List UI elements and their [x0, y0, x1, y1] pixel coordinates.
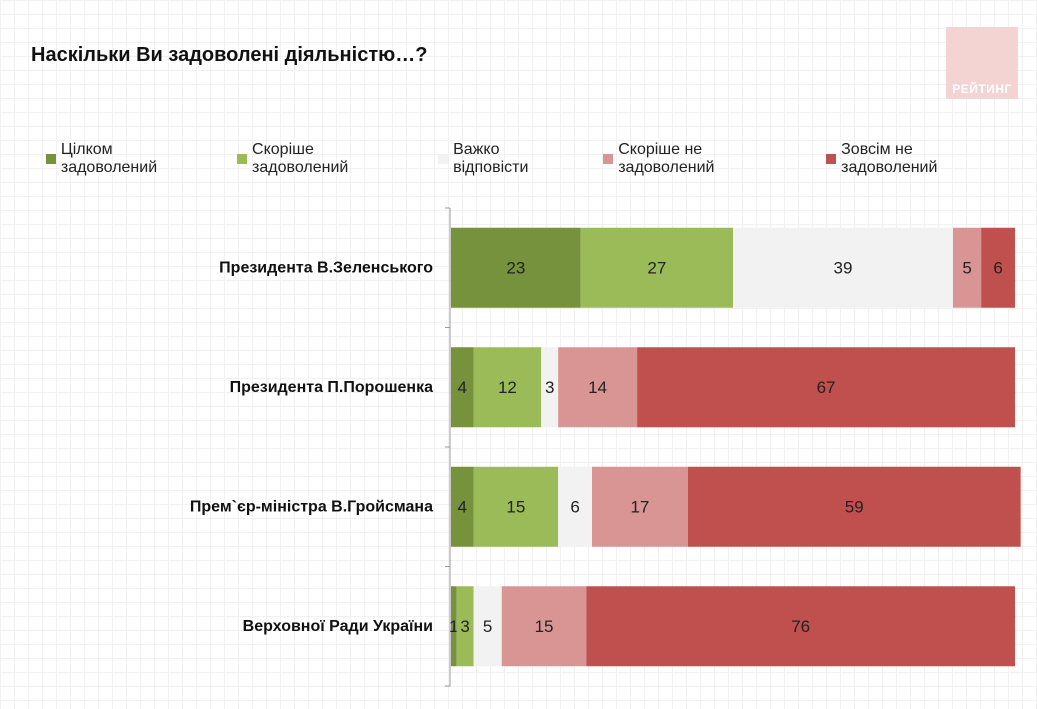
data-label: 76: [791, 617, 810, 636]
legend-item: Зовсім не задоволений: [826, 141, 1011, 177]
legend-label: Скоріше не задоволений: [618, 141, 715, 176]
data-label: 67: [817, 378, 836, 397]
bar-segment: [451, 586, 457, 667]
bar-segment: [501, 586, 587, 667]
bar-segment: [473, 466, 559, 547]
legend-swatch: [438, 154, 449, 164]
data-label: 12: [498, 378, 517, 397]
legend-item: Цілком задоволений: [46, 141, 211, 177]
bar-segment: [580, 227, 733, 308]
data-label: 14: [588, 378, 607, 397]
legend-swatch: [46, 154, 56, 164]
bar-segment: [451, 227, 581, 308]
data-label: 6: [570, 497, 579, 516]
data-label: 3: [460, 617, 469, 636]
bar-segment: [558, 347, 638, 428]
bar-segment: [473, 586, 502, 667]
data-label: 15: [506, 497, 525, 516]
category-label: Президента П.Порошенка: [230, 379, 434, 396]
legend-label: Скоріше задоволений: [252, 141, 349, 176]
legend-item: Скоріше задоволений: [237, 141, 412, 177]
bar-segment: [451, 466, 474, 547]
chart-legend: Цілком задоволений Скоріше задоволений Важ…: [46, 141, 1037, 176]
rating-logo-text: РЕЙТИНГ: [952, 82, 1012, 96]
legend-item: Важко відповісти: [438, 141, 577, 177]
bar-segment: [541, 347, 559, 428]
bar-segment: [637, 347, 1015, 428]
data-label: 4: [458, 378, 467, 397]
legend-label: Цілком задоволений: [60, 141, 158, 176]
legend-swatch: [603, 154, 614, 164]
chart-title: Наскільки Ви задоволені діяльністю…?: [31, 44, 428, 66]
legend-swatch: [826, 154, 837, 164]
data-label: 27: [647, 258, 666, 277]
data-label: 5: [483, 617, 492, 636]
category-label: Верховної Ради України: [243, 618, 433, 635]
bar-segment: [592, 466, 688, 547]
bar-segment: [952, 227, 982, 308]
data-label: 4: [458, 497, 467, 516]
legend-item: Скоріше не задоволений: [603, 141, 800, 177]
data-label: 6: [993, 258, 1002, 277]
bar-segment: [981, 227, 1015, 308]
bar-segment: [473, 347, 542, 428]
data-label: 3: [545, 378, 554, 397]
data-label: 15: [535, 617, 554, 636]
legend-label: Зовсім не задоволений: [841, 141, 938, 176]
bar-segment: [456, 586, 474, 667]
data-label: 59: [845, 497, 864, 516]
bar-segment: [687, 466, 1021, 547]
bar-segment: [586, 586, 1015, 667]
bar-segment: [558, 466, 592, 547]
data-label: 17: [630, 497, 649, 516]
category-label: Президента В.Зеленського: [219, 259, 433, 276]
bar-segment: [451, 347, 474, 428]
data-label: 23: [506, 258, 525, 277]
data-label: 5: [962, 258, 971, 277]
data-label: 1: [449, 617, 458, 636]
bar-segment: [733, 227, 953, 308]
legend-swatch: [237, 154, 248, 164]
rating-logo: РЕЙТИНГ: [946, 27, 1018, 99]
category-label: Прем`єр-міністра В.Гройсмана: [190, 498, 433, 515]
data-label: 39: [834, 258, 853, 277]
legend-label: Важко відповісти: [453, 141, 529, 176]
